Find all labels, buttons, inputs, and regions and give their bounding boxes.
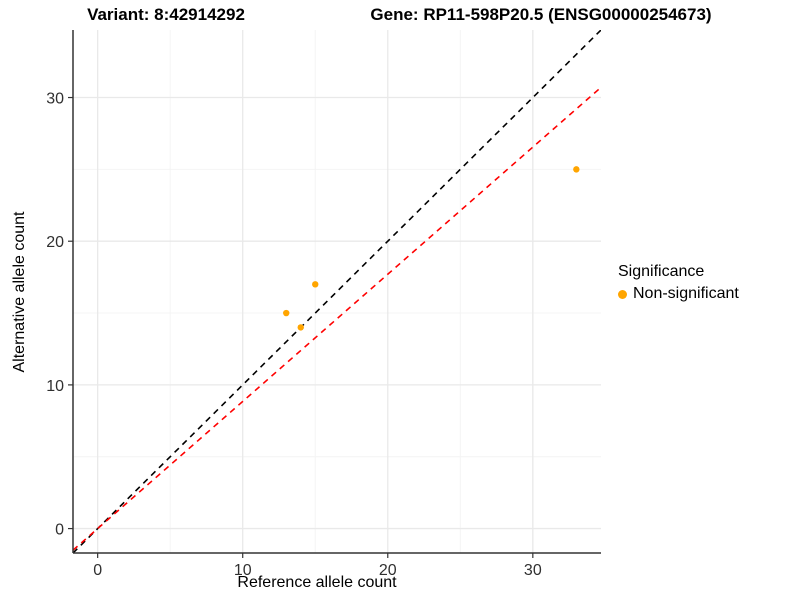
data-point [573,166,580,173]
data-point [283,309,290,317]
x-tick-label: 20 [379,562,397,579]
y-tick-label: 0 [55,522,64,539]
data-point [312,281,319,288]
data-point [297,324,304,331]
y-tick-label: 30 [46,91,64,108]
ratio-line [73,86,601,551]
legend-item-label: Non-significant [633,285,739,302]
gene-title: Gene: RP11-598P20.5 (ENSG00000254673) [370,5,712,24]
legend-key-dot-icon [618,289,627,299]
x-axis-label: Reference allele count [237,574,397,591]
x-tick-label: 0 [93,562,102,579]
legend: Significance Non-significant [618,263,739,303]
x-tick-label: 30 [524,562,542,579]
y-axis-label: Alternative allele count [11,211,28,373]
y-tick-label: 10 [46,378,64,395]
variant-title: Variant: 8:42914292 [87,5,245,24]
legend-title: Significance [618,263,705,280]
identity-line [73,30,601,553]
x-tick-label: 10 [234,562,252,579]
legend-items: Non-significant [618,285,739,303]
y-tick-label: 20 [46,234,64,251]
legend-item: Non-significant [618,285,739,303]
